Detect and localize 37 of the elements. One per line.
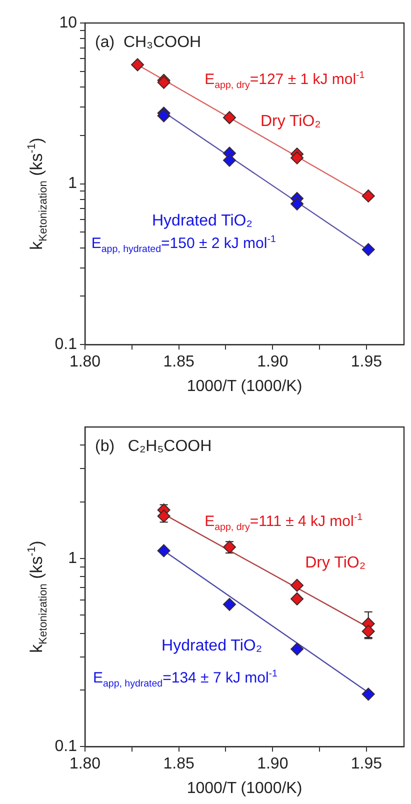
point: [222, 598, 236, 611]
point: [222, 154, 236, 167]
point: [290, 592, 304, 606]
point: [157, 109, 170, 122]
x-tick-label: 1.95: [350, 756, 382, 773]
text: (b) C₂H₅COOH: [95, 438, 212, 455]
point: [362, 189, 375, 202]
point: [290, 578, 304, 592]
y-tick-label: 10: [59, 14, 78, 32]
y-tick-label: 0.1: [54, 738, 78, 756]
series-label: Dry TiO₂: [260, 112, 321, 130]
y-tick-label: 1: [68, 550, 78, 567]
x-tick-label: 1.80: [69, 756, 101, 773]
x-tick-label: 1.90: [257, 354, 288, 371]
point: [157, 544, 170, 558]
x-axis-title: 1000/T (1000/K): [186, 780, 302, 797]
point: [290, 151, 304, 164]
y-tick-label: 1: [68, 175, 78, 192]
x-tick-label: 1.85: [163, 756, 194, 773]
series-label: Hydrated TiO₂: [162, 638, 262, 655]
x-tick-label: 1.80: [69, 354, 101, 371]
text: Hydrated TiO₂: [152, 212, 252, 230]
x-axis-title: 1000/T (1000/K): [186, 378, 302, 395]
point: [290, 642, 304, 656]
point: [222, 111, 236, 124]
x-tick-label: 1.95: [350, 354, 382, 371]
x-tick-label: 1.90: [257, 756, 288, 773]
y-axis-title: kKetonization (ks-1): [26, 138, 50, 250]
y-tick-label: 0.1: [54, 336, 78, 354]
point: [362, 243, 375, 256]
text: (a) CH₃COOH: [95, 34, 202, 51]
point: [362, 688, 375, 701]
y-axis-title: kKetonization (ks-1): [26, 540, 50, 653]
x-tick-label: 1.85: [163, 354, 194, 371]
series-label: Dry TiO₂: [305, 554, 366, 572]
point: [290, 197, 304, 210]
point: [131, 58, 144, 72]
